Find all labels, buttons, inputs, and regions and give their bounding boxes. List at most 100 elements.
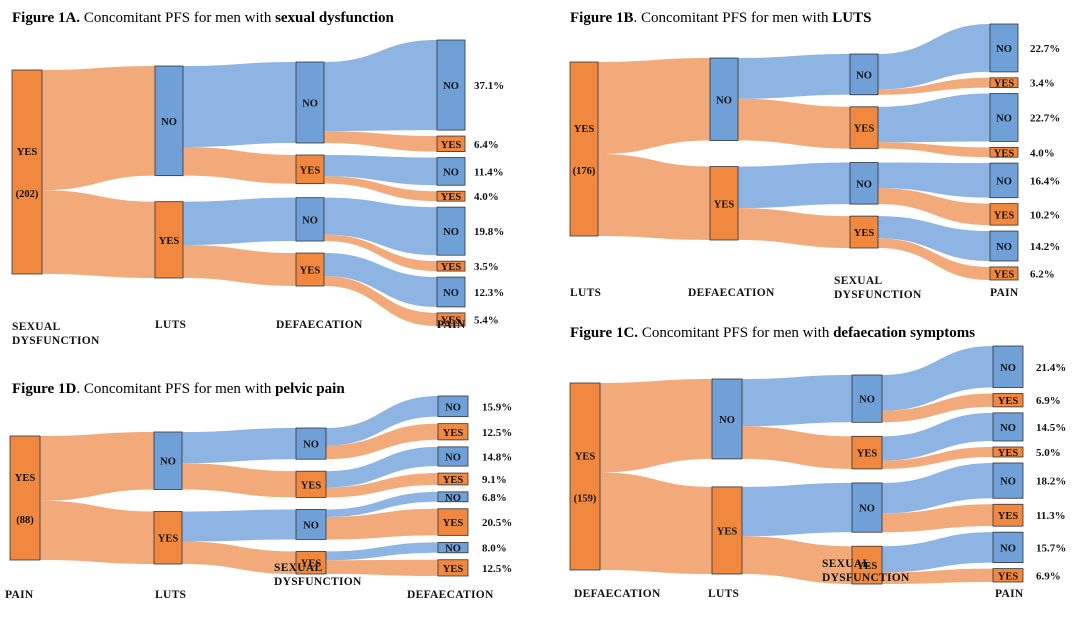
node-label: NO xyxy=(859,395,875,406)
leaf-node-no xyxy=(989,162,1019,199)
node-label: NO xyxy=(445,544,461,555)
level2-node-yes xyxy=(295,252,325,287)
figure-title: Figure 1A. Concomitant PFS for men with … xyxy=(12,10,394,26)
node-label: NO xyxy=(443,167,459,178)
node-label: NO xyxy=(445,493,461,504)
leaf-node-yes xyxy=(992,568,1024,583)
column-label: DEFAECATION xyxy=(688,287,775,299)
leaf-percent: 6.4% xyxy=(474,139,499,151)
leaf-node-yes xyxy=(992,393,1024,408)
leaf-node-no xyxy=(436,206,466,256)
flow-link xyxy=(183,197,296,246)
column-label: PAIN xyxy=(437,319,466,331)
leaf-node-no xyxy=(989,93,1019,142)
level1-node-no xyxy=(709,57,739,141)
leaf-node-no xyxy=(992,462,1024,499)
flow-link xyxy=(324,234,437,272)
column-label: PAIN xyxy=(995,588,1024,600)
flow-link xyxy=(882,346,993,411)
sankey-panel-1: Figure 1A. Concomitant PFS for men with … xyxy=(11,10,504,347)
root-node xyxy=(9,435,41,561)
leaf-percent: 15.9% xyxy=(482,401,512,413)
figure-title-text: . Concomitant PFS for men with xyxy=(76,381,275,397)
level1-node-yes xyxy=(154,201,184,279)
leaf-percent: 20.5% xyxy=(482,517,512,529)
leaf-percent: 4.0% xyxy=(474,191,499,203)
flow-link xyxy=(882,412,993,461)
figure-title-text: Concomitant PFS for men with xyxy=(80,10,275,26)
level2-node-no xyxy=(295,427,327,460)
flow-link xyxy=(326,491,438,517)
leaf-node-yes xyxy=(437,508,469,536)
node-label: YES xyxy=(857,449,878,460)
figure-title-prefix: Figure 1C. xyxy=(570,325,638,341)
flow-link xyxy=(324,275,437,326)
leaf-percent: 12.5% xyxy=(482,427,512,439)
leaf-percent: 22.7% xyxy=(1030,43,1060,55)
leaf-node-yes xyxy=(436,260,466,272)
node-label: NO xyxy=(303,520,319,531)
node-label: NO xyxy=(443,81,459,92)
column-label: DEFAECATION xyxy=(407,589,494,601)
level2-node-no xyxy=(851,374,883,423)
flow-link xyxy=(738,208,850,248)
flow-link xyxy=(878,142,990,158)
node-label: YES xyxy=(854,124,875,135)
level2-node-no xyxy=(295,61,325,144)
level1-node-no xyxy=(154,65,184,177)
flow-link xyxy=(878,216,990,262)
flow-link xyxy=(878,24,990,90)
figure-title-emphasis: LUTS xyxy=(832,10,871,26)
leaf-percent: 37.1% xyxy=(474,80,504,92)
leaf-node-yes xyxy=(989,146,1019,158)
leaf-percent: 6.8% xyxy=(482,492,507,504)
node-label: NO xyxy=(996,44,1012,55)
node-label: NO xyxy=(859,504,875,515)
leaf-node-no xyxy=(437,446,469,467)
level2-node-no xyxy=(295,197,325,242)
column-label: DEFAECATION xyxy=(276,319,363,331)
figure-title-text: . Concomitant PFS for men with xyxy=(633,10,832,26)
level2-node-yes xyxy=(295,551,327,575)
column-label: LUTS xyxy=(570,287,601,299)
column-label: SEXUAL xyxy=(274,562,322,574)
node-label: (88) xyxy=(16,515,34,526)
node-label: YES xyxy=(574,124,595,135)
flow-link xyxy=(183,146,296,184)
column-label: DYSFUNCTION xyxy=(834,289,922,301)
flow-link xyxy=(40,500,154,564)
node-label: YES xyxy=(15,473,36,484)
column-label: DYSFUNCTION xyxy=(12,335,100,347)
leaf-percent: 3.4% xyxy=(1030,78,1055,90)
node-label: YES xyxy=(441,262,462,273)
leaf-percent: 22.7% xyxy=(1030,113,1060,125)
node-label: NO xyxy=(303,440,319,451)
flow-link xyxy=(42,190,155,278)
flow-link xyxy=(882,504,993,533)
figure-title-text: Concomitant PFS for men with xyxy=(638,325,833,341)
leaf-node-no xyxy=(992,531,1024,564)
level2-node-yes xyxy=(295,470,327,498)
leaf-percent: 10.2% xyxy=(1030,209,1060,221)
sankey-panel-4: Figure 1D. Concomitant PFS for men with … xyxy=(5,381,512,601)
leaf-percent: 12.5% xyxy=(482,563,512,575)
node-label: YES xyxy=(443,475,464,486)
flow-link xyxy=(598,154,710,240)
leaf-percent: 19.8% xyxy=(474,226,504,238)
leaf-percent: 14.8% xyxy=(482,451,512,463)
leaf-node-yes xyxy=(436,190,466,202)
figure-title: Figure 1C. Concomitant PFS for men with … xyxy=(570,325,975,341)
flow-link xyxy=(882,532,993,573)
level1-node-yes xyxy=(711,486,743,575)
node-label: NO xyxy=(1000,543,1016,554)
flow-link xyxy=(882,446,993,469)
node-label: (176) xyxy=(573,166,596,177)
leaf-percent: 12.3% xyxy=(474,287,504,299)
node-label: NO xyxy=(443,227,459,238)
column-label: DYSFUNCTION xyxy=(822,572,910,584)
node-label: NO xyxy=(996,242,1012,253)
node-label: YES xyxy=(301,480,322,491)
flow-link xyxy=(742,375,852,427)
flow-link xyxy=(324,40,437,132)
leaf-percent: 21.4% xyxy=(1036,362,1066,374)
